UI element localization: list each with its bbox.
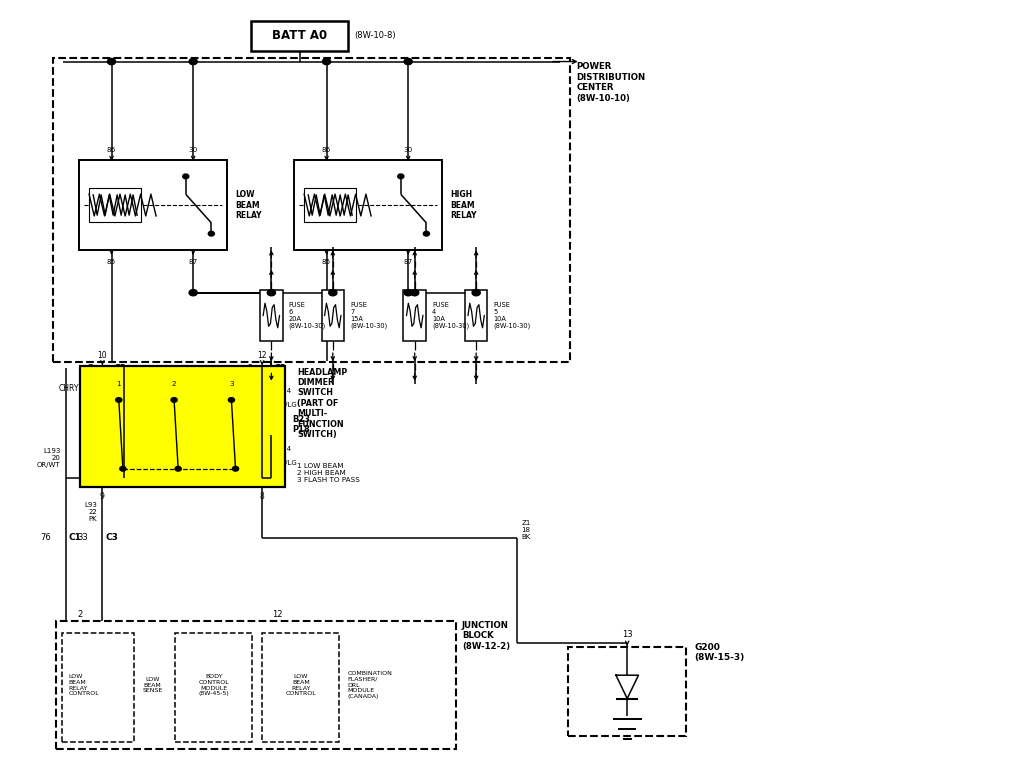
Text: L324
22
WT/LG: L324 22 WT/LG <box>274 446 297 467</box>
Text: 8: 8 <box>260 492 264 501</box>
Text: C3: C3 <box>114 364 126 373</box>
Text: 2: 2 <box>248 364 253 373</box>
Bar <box>322 291 344 341</box>
Text: HEADLAMP
DIMMER
SWITCH
(PART OF
MULTI-
FUNCTION
SWITCH): HEADLAMP DIMMER SWITCH (PART OF MULTI- F… <box>297 368 347 439</box>
Circle shape <box>171 397 177 402</box>
Circle shape <box>232 467 239 471</box>
Text: 85: 85 <box>106 259 116 265</box>
Text: DODGE/
PYLMOUTH: DODGE/ PYLMOUTH <box>117 380 159 400</box>
Circle shape <box>116 397 122 402</box>
Text: 87: 87 <box>188 259 198 265</box>
Circle shape <box>404 290 413 296</box>
Bar <box>304 188 356 222</box>
Bar <box>251 21 348 51</box>
Text: 12: 12 <box>272 609 283 619</box>
Text: 87: 87 <box>403 259 413 265</box>
Text: B20
20: B20 20 <box>108 421 121 433</box>
Bar <box>53 58 570 362</box>
Text: L324
20
WT/LG: L324 20 WT/LG <box>274 388 297 408</box>
Bar <box>62 633 134 742</box>
Text: 33: 33 <box>78 533 88 542</box>
Circle shape <box>182 174 188 178</box>
Bar <box>262 633 339 742</box>
Circle shape <box>228 397 234 402</box>
Text: 2: 2 <box>172 382 176 387</box>
Text: FUSE
5
10A
(8W-10-30): FUSE 5 10A (8W-10-30) <box>494 301 530 330</box>
Text: 10: 10 <box>97 351 108 361</box>
Text: 13: 13 <box>622 629 633 639</box>
Text: B21
21: B21 21 <box>273 421 287 433</box>
Bar <box>79 160 227 250</box>
Text: 86: 86 <box>106 147 116 153</box>
Text: 30: 30 <box>188 147 198 153</box>
Text: C1: C1 <box>69 533 82 542</box>
Circle shape <box>120 467 126 471</box>
Text: 7: 7 <box>88 364 93 373</box>
Text: L94
20
OR/WT: L94 20 OR/WT <box>97 446 121 467</box>
Text: LOW
BEAM
RELAY: LOW BEAM RELAY <box>236 190 262 220</box>
Bar <box>80 366 285 487</box>
Text: G200
(8W-15-3): G200 (8W-15-3) <box>694 643 744 662</box>
Text: COMBINATION
FLASHER/
DRL
MODULE
(CANADA): COMBINATION FLASHER/ DRL MODULE (CANADA) <box>347 671 392 700</box>
Text: FUSE
7
15A
(8W-10-30): FUSE 7 15A (8W-10-30) <box>350 301 387 330</box>
Text: FUSE
6
20A
(8W-10-30): FUSE 6 20A (8W-10-30) <box>289 301 326 330</box>
Bar <box>56 621 456 749</box>
Circle shape <box>404 58 413 65</box>
Text: LOW
BEAM
RELAY
CONTROL: LOW BEAM RELAY CONTROL <box>286 674 316 696</box>
Text: 1 LOW BEAM
2 HIGH BEAM
3 FLASH TO PASS: 1 LOW BEAM 2 HIGH BEAM 3 FLASH TO PASS <box>297 463 359 483</box>
Text: BATT A0: BATT A0 <box>272 30 327 42</box>
Text: CHRYSLER: CHRYSLER <box>58 384 98 393</box>
Text: 12: 12 <box>257 351 267 361</box>
Bar <box>294 160 442 250</box>
Text: LOW
BEAM
RELAY
CONTROL: LOW BEAM RELAY CONTROL <box>69 674 99 696</box>
Text: 2: 2 <box>78 609 83 619</box>
Circle shape <box>329 290 337 296</box>
Circle shape <box>411 290 419 296</box>
Circle shape <box>423 231 429 236</box>
Text: L193
20
OR/WT: L193 20 OR/WT <box>37 448 60 468</box>
Text: (8W-10-8): (8W-10-8) <box>354 31 396 41</box>
Text: B23
P18: B23 P18 <box>292 415 310 434</box>
Text: JUNCTION
BLOCK
(8W-12-2): JUNCTION BLOCK (8W-12-2) <box>462 621 510 650</box>
Circle shape <box>175 467 181 471</box>
Circle shape <box>189 58 198 65</box>
Circle shape <box>323 58 331 65</box>
Bar <box>568 647 686 736</box>
Text: 3: 3 <box>229 382 233 387</box>
Text: 30: 30 <box>403 147 413 153</box>
Bar <box>403 291 426 341</box>
Circle shape <box>267 290 275 296</box>
Bar <box>260 291 283 341</box>
Text: C3: C3 <box>105 533 119 542</box>
Text: HIGH
BEAM
RELAY: HIGH BEAM RELAY <box>451 190 477 220</box>
Text: 86: 86 <box>322 147 331 153</box>
Circle shape <box>208 231 214 236</box>
Text: 9: 9 <box>100 492 104 501</box>
Circle shape <box>397 174 403 178</box>
Text: Z1
18
BK: Z1 18 BK <box>521 520 530 540</box>
Text: L94
20
OR/WT: L94 20 OR/WT <box>97 388 121 408</box>
Circle shape <box>108 58 116 65</box>
Text: LOW
BEAM
SENSE: LOW BEAM SENSE <box>142 677 163 693</box>
Text: BODY
CONTROL
MODULE
(8W-45-5): BODY CONTROL MODULE (8W-45-5) <box>199 674 229 696</box>
Text: FUSE
4
10A
(8W-10-30): FUSE 4 10A (8W-10-30) <box>432 301 469 330</box>
Text: 76: 76 <box>41 533 51 542</box>
Text: L93
22
PK: L93 22 PK <box>84 502 97 522</box>
Bar <box>89 188 141 222</box>
Text: 1: 1 <box>117 382 121 387</box>
Text: C3: C3 <box>273 364 287 373</box>
Text: POWER
DISTRIBUTION
CENTER
(8W-10-10): POWER DISTRIBUTION CENTER (8W-10-10) <box>577 62 646 103</box>
Text: 85: 85 <box>322 259 331 265</box>
Circle shape <box>472 290 480 296</box>
Bar <box>465 291 487 341</box>
Bar <box>175 633 252 742</box>
Circle shape <box>189 290 198 296</box>
